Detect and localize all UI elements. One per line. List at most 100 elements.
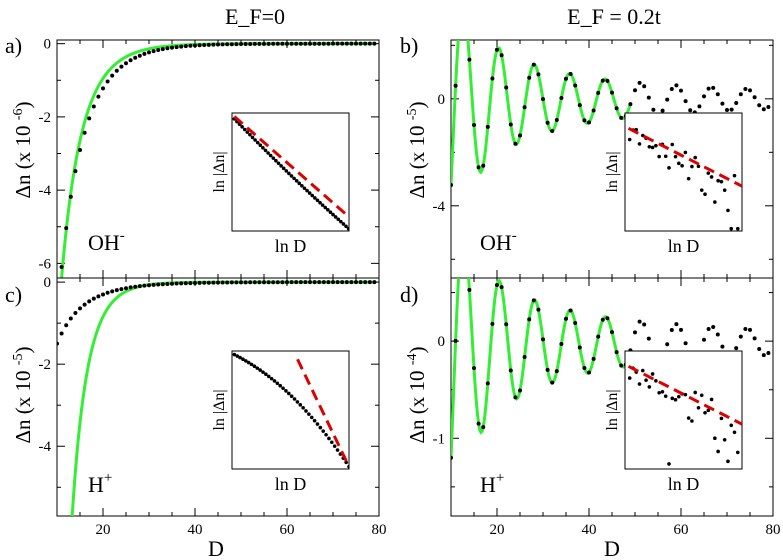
y-tick-label: -4 — [433, 199, 446, 215]
data-point — [472, 366, 476, 371]
data-point — [453, 338, 458, 343]
data-point — [124, 61, 128, 66]
data-point — [665, 97, 670, 102]
inset-point — [719, 179, 724, 184]
data-point — [335, 41, 340, 46]
inset-y-label: ln |Δn| — [604, 151, 621, 192]
data-point — [738, 334, 743, 339]
data-point — [757, 347, 762, 352]
data-point — [527, 75, 532, 80]
data-point — [344, 41, 349, 46]
data-point — [715, 332, 720, 337]
data-point — [453, 83, 458, 88]
data-point — [331, 41, 335, 46]
y-tick-label: 0 — [44, 275, 52, 291]
data-point — [702, 94, 706, 99]
data-point — [133, 55, 138, 60]
data-point — [752, 336, 757, 341]
inset-point — [663, 394, 668, 398]
inset-point — [281, 166, 286, 171]
x-tick-label: 40 — [582, 522, 597, 538]
data-point — [82, 302, 87, 307]
inset-point — [330, 440, 334, 445]
data-point — [564, 316, 568, 321]
inset-point — [703, 410, 707, 415]
inset-point — [242, 127, 247, 132]
inset-point — [706, 171, 711, 175]
inset-point — [670, 396, 675, 401]
data-point — [317, 41, 322, 46]
inset-point — [654, 143, 658, 148]
data-point — [766, 105, 771, 110]
inset-point — [729, 226, 734, 231]
data-point — [669, 328, 674, 333]
inset-point — [295, 400, 300, 404]
data-point — [711, 324, 716, 329]
inset-point — [312, 418, 317, 423]
plot-area — [59, 41, 377, 278]
data-point — [587, 370, 591, 375]
data-point — [239, 280, 243, 285]
data-point — [545, 367, 550, 372]
data-point — [451, 182, 453, 187]
inset-point — [690, 164, 694, 169]
inset-point — [261, 370, 265, 374]
y-tick-label: 0 — [44, 37, 52, 53]
inset-point — [667, 462, 671, 466]
inset-point — [726, 208, 730, 213]
data-point — [321, 280, 326, 285]
inset-d: ln D ln |Δn| — [604, 350, 743, 494]
data-point — [206, 280, 211, 285]
y-tick-label: 0 — [438, 334, 446, 350]
inset-point — [657, 390, 661, 395]
inset-point — [323, 205, 328, 210]
data-point — [289, 280, 294, 285]
inset-point — [709, 175, 714, 179]
data-point — [349, 280, 354, 285]
inset-point — [278, 383, 283, 388]
data-point — [308, 41, 312, 46]
data-point — [257, 41, 262, 46]
data-point — [225, 280, 230, 285]
data-point — [73, 169, 78, 174]
inset-point — [326, 208, 330, 212]
inset-point — [292, 397, 297, 401]
inset-point — [328, 210, 333, 215]
data-point — [605, 78, 610, 83]
data-point — [490, 76, 495, 81]
data-point — [193, 280, 197, 285]
data-point — [531, 62, 536, 67]
data-point — [354, 41, 358, 46]
data-point — [363, 41, 368, 46]
data-point — [170, 45, 174, 50]
data-point — [298, 280, 303, 285]
data-point — [73, 310, 78, 315]
data-point — [285, 41, 289, 46]
data-point — [147, 50, 151, 55]
column-title-right: E_F = 0.2t — [567, 4, 661, 29]
data-point — [541, 97, 545, 102]
inset-fit-line — [233, 115, 349, 218]
data-point — [573, 83, 578, 88]
x-tick-label: 80 — [766, 522, 781, 538]
y-tick-label: -4 — [39, 183, 52, 199]
data-point — [354, 280, 358, 285]
data-point — [308, 280, 312, 285]
y-axis-label: Δn (x 10 -6) — [11, 102, 35, 199]
data-point — [665, 342, 670, 347]
data-point — [559, 342, 564, 347]
data-point — [262, 41, 266, 46]
data-point — [646, 95, 651, 100]
x-tick-label: 20 — [96, 522, 111, 538]
inset-point — [276, 161, 281, 166]
data-point — [485, 381, 490, 386]
data-point — [114, 288, 119, 293]
data-point — [275, 41, 280, 46]
inset-point — [693, 155, 697, 160]
data-point — [174, 45, 179, 50]
data-point — [340, 41, 345, 46]
data-point — [156, 282, 161, 287]
data-point — [743, 87, 748, 92]
inset-point — [266, 151, 270, 155]
y-axis-label: Δn (x 10 -5) — [11, 347, 35, 444]
